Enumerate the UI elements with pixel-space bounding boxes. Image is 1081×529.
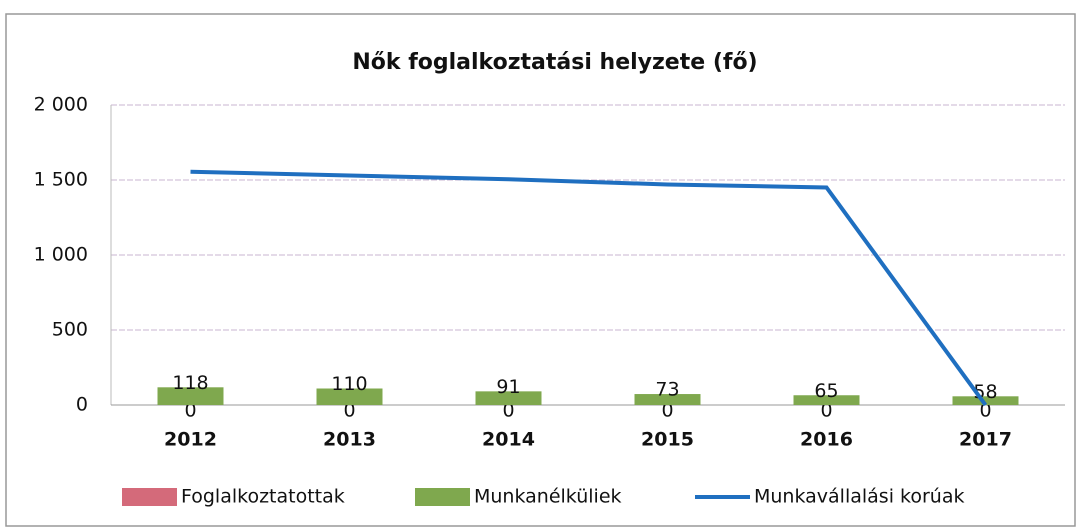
y-tick-label: 2 000 — [34, 94, 88, 116]
y-tick-label: 1 000 — [34, 244, 88, 266]
data-label: 91 — [496, 376, 520, 398]
bar — [475, 391, 542, 405]
x-tick-label: 2014 — [482, 429, 535, 451]
y-tick-label: 0 — [76, 394, 88, 416]
bar — [316, 388, 383, 405]
x-tick-label: 2012 — [164, 429, 217, 451]
bar — [157, 387, 224, 405]
legend-swatch — [415, 488, 470, 506]
bar — [952, 396, 1019, 405]
data-label: 110 — [331, 373, 367, 395]
x-tick-label: 2017 — [959, 429, 1012, 451]
data-label: 73 — [655, 379, 679, 401]
legend-label: Munkavállalási korúak — [754, 486, 964, 508]
y-tick-label: 1 500 — [34, 169, 88, 191]
legend-label: Foglalkoztatottak — [181, 486, 345, 508]
x-tick-label: 2016 — [800, 429, 853, 451]
data-label: 118 — [172, 372, 208, 394]
chart-frame — [5, 13, 1076, 527]
chart-title: Nők foglalkoztatási helyzete (fő) — [352, 50, 757, 75]
bar — [634, 394, 701, 405]
x-tick-label: 2013 — [323, 429, 376, 451]
x-tick-label: 2015 — [641, 429, 694, 451]
legend-label: Munkanélküliek — [474, 486, 622, 508]
bar — [793, 395, 860, 405]
legend-swatch — [122, 488, 177, 506]
line — [190, 169, 988, 407]
y-tick-label: 500 — [52, 319, 88, 341]
data-label: 65 — [814, 380, 838, 402]
